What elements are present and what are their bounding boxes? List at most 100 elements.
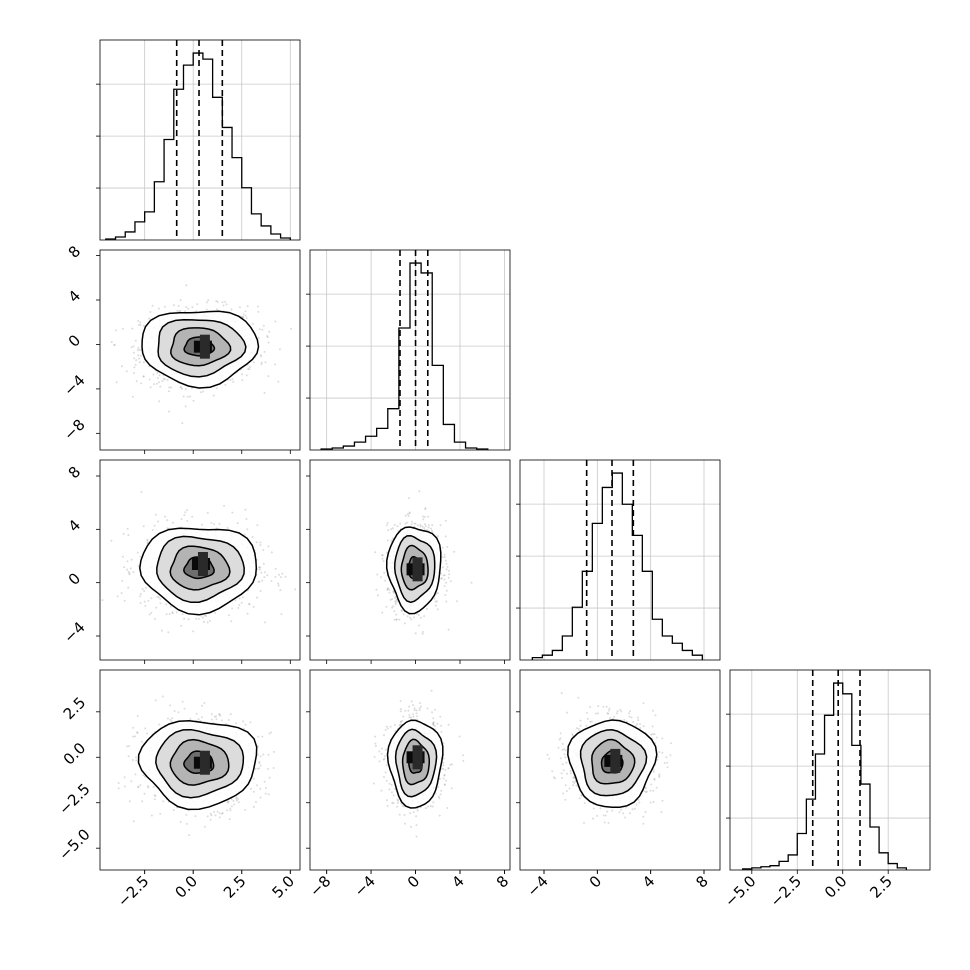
scatter-point [445,562,448,565]
scatter-point [165,613,168,616]
scatter-point [268,732,271,735]
scatter-point [216,810,219,813]
scatter-point [427,526,430,529]
scatter-point [238,306,241,309]
scatter-point [267,341,270,344]
scatter-point [267,375,270,378]
scatter-point [156,372,159,375]
scatter-point [238,604,241,606]
scatter-point [441,556,444,558]
scatter-point [412,713,414,716]
scatter-point [278,573,281,576]
scatter-point [432,721,435,724]
scatter-point [423,515,426,518]
scatter-point [210,718,213,721]
scatter-point [278,348,281,351]
scatter-point [219,714,222,717]
scatter-point [259,590,262,592]
scatter-point [230,308,233,311]
histogram-step-0 [105,52,291,240]
scatter-point [208,619,211,622]
scatter-point [414,632,417,635]
scatter-point [136,715,139,717]
scatter-point [181,700,184,703]
scatter-point [149,386,152,389]
scatter-point [390,528,393,531]
scatter-point [187,307,190,310]
scatter-point [251,536,254,538]
scatter-point [232,380,235,383]
scatter-point [194,815,197,818]
scatter-point [150,611,153,614]
scatter-point [171,612,174,615]
scatter-point [404,514,407,517]
scatter-point [436,722,439,725]
scatter-point [207,299,210,302]
scatter-point [400,609,403,612]
scatter-point [131,327,134,330]
scatter-point [386,799,388,802]
scatter-point [166,527,169,530]
scatter-point [181,422,184,425]
scatter-point [203,825,206,828]
scatter-point [279,589,282,592]
scatter-point [136,349,139,352]
scatter-point [244,508,247,511]
panel-frame-diag-1 [309,249,511,451]
scatter-point [142,375,145,378]
scatter-point [284,575,287,578]
scatter-point [129,567,132,570]
scatter-point [399,720,402,723]
scatter-point [213,715,216,718]
scatter-point [154,617,156,620]
density-core-block [199,750,210,775]
scatter-point [411,520,413,523]
scatter-point [135,756,137,759]
scatter-point [153,524,156,527]
scatter-point [123,566,126,569]
scatter-point [134,773,137,776]
scatter-point [209,812,212,815]
scatter-point [446,565,449,568]
scatter-point [138,361,141,364]
scatter-point [267,545,270,548]
scatter-point [180,518,183,521]
scatter-point [445,581,448,584]
scatter-point [142,774,145,777]
scatter-point [161,695,164,698]
scatter-point [237,606,240,609]
scatter-point [139,602,142,604]
scatter-point [406,513,409,516]
histogram-step-1 [320,262,489,450]
scatter-point [229,809,232,812]
scatter-point [230,620,233,623]
scatter-point [185,306,188,309]
scatter-point [443,585,446,587]
scatter-point [218,812,221,815]
scatter-point [277,380,280,383]
scatter-point [151,304,154,307]
scatter-point [181,613,184,616]
scatter-point [404,522,407,525]
scatter-point [127,755,130,758]
scatter-point [192,399,195,402]
scatter-point [391,527,394,530]
scatter-point [274,320,277,323]
scatter-point [270,731,273,734]
scatter-point [226,526,229,529]
scatter-point [110,539,113,542]
scatter-point [462,754,465,757]
scatter-point [232,800,235,802]
scatter-point [214,814,217,817]
scatter-point [155,606,158,609]
scatter-point [132,395,134,398]
scatter-point [180,386,183,389]
scatter-point [213,811,215,813]
scatter-point [121,327,124,330]
scatter-point [148,613,151,616]
scatter-point [415,712,418,715]
scatter-point [266,574,269,577]
scatter-point [247,368,250,371]
